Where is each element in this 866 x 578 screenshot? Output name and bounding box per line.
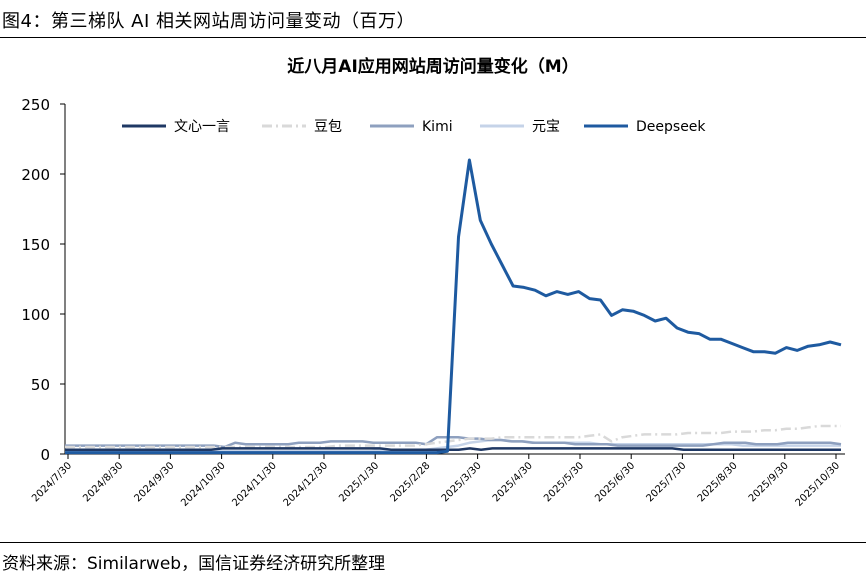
x-tick-label: 2024/10/30: [179, 460, 228, 509]
legend-label: 豆包: [314, 119, 342, 135]
x-tick-label: 2024/7/30: [30, 460, 74, 504]
x-tick-label: 2024/9/30: [132, 460, 176, 504]
legend: 文心一言 豆包 Kimi 元宝 Deepseek: [122, 119, 706, 135]
y-tick-label: 250: [21, 96, 50, 114]
y-tick-label: 200: [21, 166, 50, 184]
series-line-豆包: [65, 424, 841, 449]
x-tick-label: 2025/9/30: [747, 460, 791, 504]
y-tick-label: 100: [21, 306, 50, 324]
x-tick-label: 2025/4/30: [491, 460, 535, 504]
legend-label: 文心一言: [174, 119, 230, 135]
series-line-文心一言: [65, 447, 841, 452]
figure-header: 图4：第三梯队 AI 相关网站周访问量变动（百万）: [0, 0, 866, 38]
figure-source: 资料来源：Similarweb，国信证券经济研究所整理: [2, 554, 386, 574]
y-tick-label: 0: [40, 446, 50, 464]
figure-footer-rule: [0, 542, 866, 543]
figure-title: 图4：第三梯队 AI 相关网站周访问量变动（百万）: [2, 11, 416, 32]
x-tick-label: 2025/5/30: [542, 460, 586, 504]
y-tick-label: 150: [21, 236, 50, 254]
series-lines: [65, 158, 842, 455]
series-line-Deepseek: [65, 158, 842, 455]
x-tick-label: 2025/2/28: [388, 460, 432, 504]
legend-label: Kimi: [422, 119, 453, 135]
x-tick-label: 2024/11/30: [230, 460, 279, 509]
x-tick-label: 2025/8/30: [696, 460, 740, 504]
x-tick-label: 2024/8/30: [81, 460, 125, 504]
legend-label: 元宝: [532, 119, 560, 135]
x-tick-label: 2025/7/30: [644, 460, 688, 504]
axes: 0 50 100 150 200 250 2024/7/30 2024/8/30 2024/9/…: [21, 96, 845, 509]
chart-title: 近八月AI应用网站周访问量变化（M）: [287, 56, 578, 77]
legend-label: Deepseek: [636, 119, 706, 135]
x-tick-label: 2025/3/30: [440, 460, 484, 504]
x-tick-label: 2025/6/30: [593, 460, 637, 504]
series-line-Kimi: [65, 435, 842, 449]
x-tick-label: 2025/1/30: [337, 460, 381, 504]
x-tick-label: 2025/10/30: [794, 460, 843, 509]
x-tick-label: 2024/12/30: [282, 460, 331, 509]
y-tick-label: 50: [31, 376, 50, 394]
